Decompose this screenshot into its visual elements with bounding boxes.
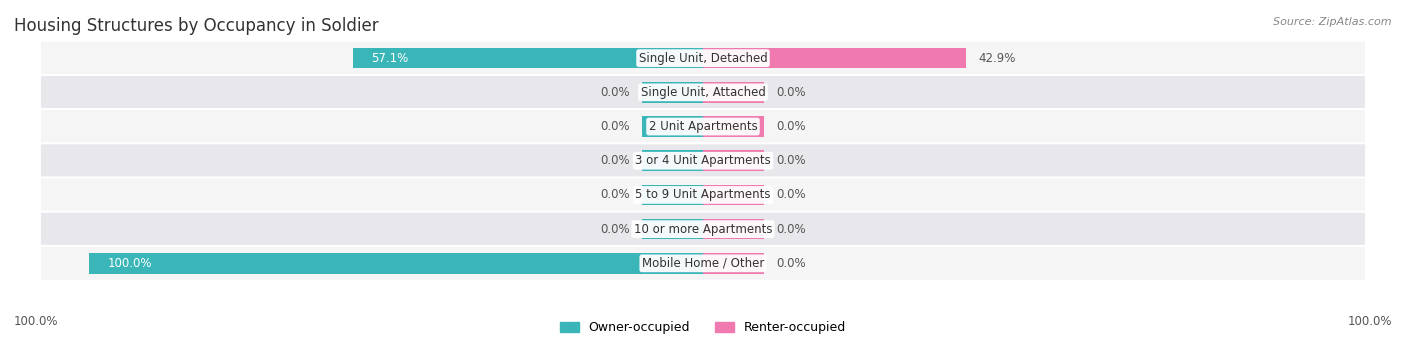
Bar — [703, 48, 966, 68]
Bar — [703, 253, 765, 274]
Text: 5 to 9 Unit Apartments: 5 to 9 Unit Apartments — [636, 188, 770, 201]
Bar — [353, 48, 703, 68]
Text: Single Unit, Attached: Single Unit, Attached — [641, 86, 765, 99]
Text: 0.0%: 0.0% — [776, 154, 806, 167]
FancyBboxPatch shape — [39, 41, 1367, 76]
Text: 100.0%: 100.0% — [108, 257, 152, 270]
Text: 42.9%: 42.9% — [979, 52, 1017, 65]
Text: Mobile Home / Other: Mobile Home / Other — [641, 257, 765, 270]
Text: 0.0%: 0.0% — [600, 86, 630, 99]
Text: 10 or more Apartments: 10 or more Apartments — [634, 223, 772, 236]
Bar — [641, 219, 703, 239]
Legend: Owner-occupied, Renter-occupied: Owner-occupied, Renter-occupied — [560, 321, 846, 334]
Text: 0.0%: 0.0% — [776, 257, 806, 270]
Text: Single Unit, Detached: Single Unit, Detached — [638, 52, 768, 65]
FancyBboxPatch shape — [39, 212, 1367, 247]
Text: 3 or 4 Unit Apartments: 3 or 4 Unit Apartments — [636, 154, 770, 167]
Bar — [703, 116, 765, 137]
Bar — [641, 82, 703, 103]
Text: 0.0%: 0.0% — [600, 188, 630, 201]
Text: 0.0%: 0.0% — [600, 120, 630, 133]
Bar — [703, 150, 765, 171]
Text: 0.0%: 0.0% — [776, 223, 806, 236]
FancyBboxPatch shape — [39, 177, 1367, 212]
Bar — [703, 82, 765, 103]
Bar — [90, 253, 703, 274]
Text: 2 Unit Apartments: 2 Unit Apartments — [648, 120, 758, 133]
FancyBboxPatch shape — [39, 246, 1367, 281]
Text: 0.0%: 0.0% — [776, 120, 806, 133]
FancyBboxPatch shape — [39, 143, 1367, 178]
Text: 57.1%: 57.1% — [371, 52, 408, 65]
Text: 0.0%: 0.0% — [776, 188, 806, 201]
Text: 100.0%: 100.0% — [14, 315, 59, 328]
Text: 100.0%: 100.0% — [1347, 315, 1392, 328]
Bar — [641, 116, 703, 137]
Bar — [703, 219, 765, 239]
FancyBboxPatch shape — [39, 109, 1367, 144]
Text: 0.0%: 0.0% — [776, 86, 806, 99]
Text: 0.0%: 0.0% — [600, 223, 630, 236]
Bar — [703, 185, 765, 205]
Bar — [641, 185, 703, 205]
Text: Source: ZipAtlas.com: Source: ZipAtlas.com — [1274, 17, 1392, 27]
Text: 0.0%: 0.0% — [600, 154, 630, 167]
FancyBboxPatch shape — [39, 75, 1367, 110]
Text: Housing Structures by Occupancy in Soldier: Housing Structures by Occupancy in Soldi… — [14, 17, 378, 35]
Bar — [641, 150, 703, 171]
